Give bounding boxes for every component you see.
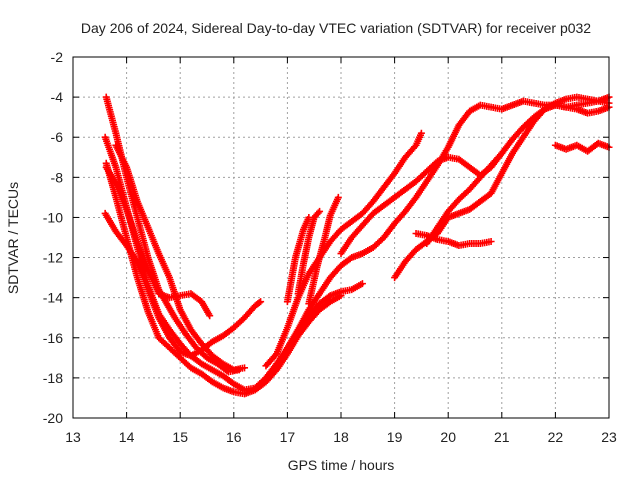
series-track-5 [102,163,214,320]
series-track-14 [283,213,313,306]
x-tick-label: 14 [119,429,135,445]
series-track-6 [112,141,249,374]
x-tick-label: 21 [494,429,510,445]
chart-title: Day 206 of 2024, Sidereal Day-to-day VTE… [81,20,591,36]
data-point [314,209,322,217]
plot-frame [72,56,610,419]
series-track-9 [337,93,613,258]
x-tick-label: 16 [226,429,242,445]
series-track-12 [423,149,506,248]
series-track-16 [551,139,613,155]
x-tick-label: 17 [280,429,296,445]
x-tick-label: 23 [601,429,617,445]
series-track-13 [294,207,324,298]
data-point [334,193,342,201]
data-point [498,149,506,157]
data-point [417,129,425,137]
data-point [337,292,345,300]
data-point [316,207,324,215]
y-tick-label: -18 [43,370,63,386]
data-point [206,312,214,320]
data-points [101,93,613,398]
y-tick-label: -4 [51,89,64,105]
y-tick-label: -2 [51,49,64,65]
data-point [271,351,279,359]
data-point [358,280,366,288]
x-tick-label: 20 [440,429,456,445]
data-point [305,213,313,221]
y-tick-label: -10 [43,209,63,225]
grid-lines [73,57,609,418]
x-tick-label: 15 [172,429,188,445]
y-tick-label: -6 [51,129,64,145]
x-tick-label: 22 [548,429,564,445]
data-point [257,298,265,306]
y-tick-label: -20 [43,410,63,426]
x-tick-label: 19 [387,429,403,445]
x-tick-label: 13 [65,429,81,445]
data-point [411,143,419,151]
x-axis-label: GPS time / hours [288,457,395,473]
y-tick-label: -12 [43,250,63,266]
x-tick-label: 18 [333,429,349,445]
axis-ticks: 13 14 15 16 17 18 19 20 21 22 23 -20 -18 -16 -14 -12 -10… [43,49,617,445]
series-track-7 [262,129,425,370]
y-tick-label: -16 [43,330,63,346]
series-track-15 [305,193,342,308]
data-point [496,151,504,159]
y-tick-label: -14 [43,290,63,306]
data-point [487,238,495,246]
data-point [241,364,249,372]
y-tick-label: -8 [51,169,64,185]
y-axis-label: SDTVAR / TECUs [5,182,21,294]
data-point [255,299,263,307]
